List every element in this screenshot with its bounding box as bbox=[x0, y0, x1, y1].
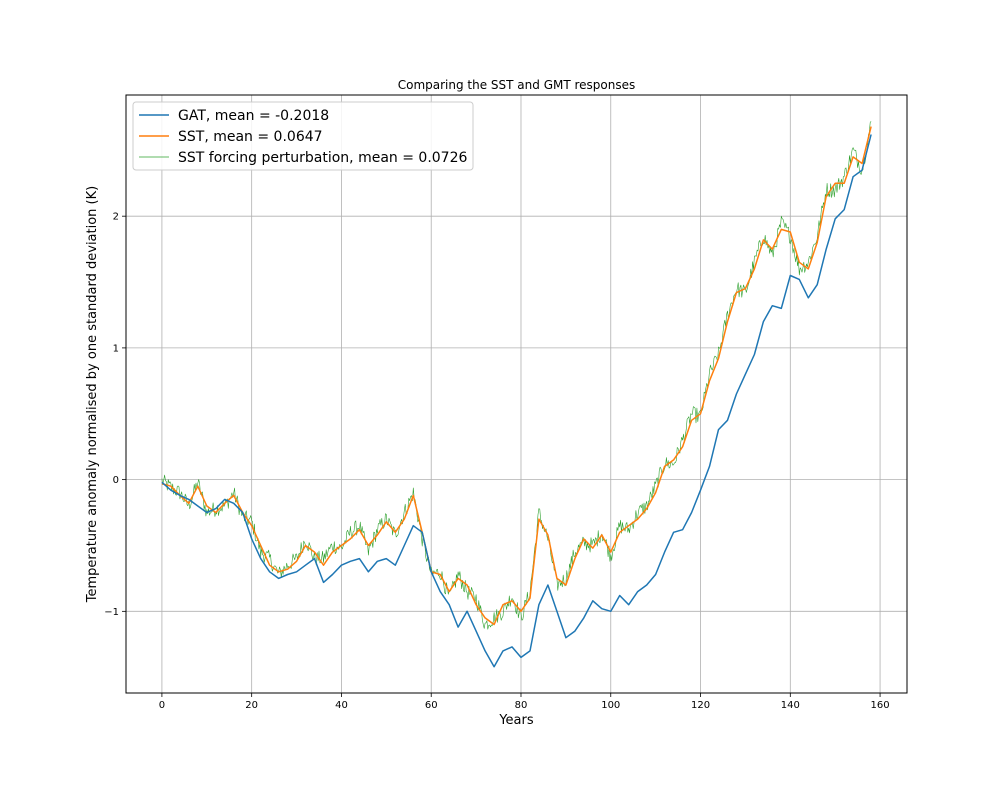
x-tick-label: 40 bbox=[335, 700, 348, 711]
x-tick-label: 0 bbox=[159, 700, 165, 711]
legend-box bbox=[132, 101, 474, 171]
x-tick-label: 160 bbox=[871, 700, 890, 711]
y-axis-label: Temperature anomaly normalised by one st… bbox=[85, 186, 100, 603]
legend-label-0: GAT, mean = -0.2018 bbox=[178, 108, 329, 124]
y-tick-label: 0 bbox=[113, 475, 119, 486]
y-tick-label: 2 bbox=[113, 212, 119, 223]
legend-label-2: SST forcing perturbation, mean = 0.0726 bbox=[178, 150, 467, 166]
series-line-1 bbox=[161, 126, 872, 626]
series-layer bbox=[161, 121, 872, 668]
y-tick-label: 1 bbox=[113, 343, 119, 354]
series-line-0 bbox=[161, 134, 872, 668]
x-tick-label: 20 bbox=[245, 700, 258, 711]
x-tick-label: 60 bbox=[425, 700, 438, 711]
x-tick-label: 120 bbox=[691, 700, 710, 711]
series-line-2 bbox=[161, 121, 872, 630]
y-tick-label: −1 bbox=[104, 607, 119, 618]
legend: GAT, mean = -0.2018 SST, mean = 0.0647 SST… bbox=[132, 101, 474, 171]
x-axis-label: Years bbox=[498, 713, 534, 728]
legend-label-1: SST, mean = 0.0647 bbox=[178, 129, 323, 145]
x-tick-label: 100 bbox=[601, 700, 620, 711]
chart-title: Comparing the SST and GMT responses bbox=[398, 78, 636, 92]
plot-frame bbox=[125, 94, 908, 694]
x-axis: 0 20 40 60 80 100 120 140 160 bbox=[159, 693, 890, 711]
x-tick-label: 80 bbox=[515, 700, 528, 711]
y-axis: −1 0 1 2 bbox=[104, 212, 126, 618]
x-tick-label: 140 bbox=[781, 700, 800, 711]
